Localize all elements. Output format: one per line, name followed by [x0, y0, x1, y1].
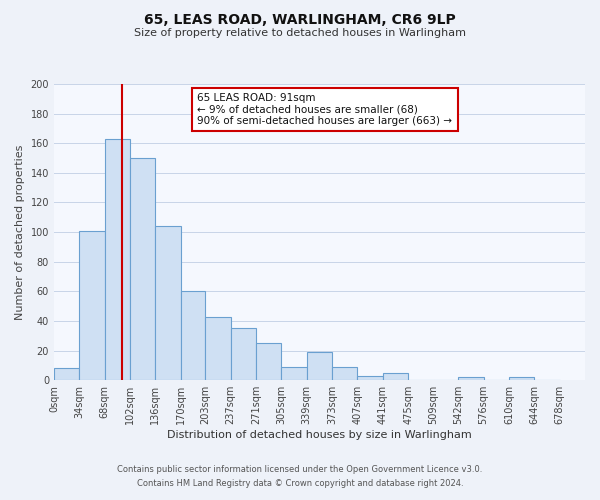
Bar	[155, 226, 181, 380]
Text: Contains public sector information licensed under the Open Government Licence v3: Contains public sector information licen…	[118, 465, 482, 474]
Bar	[181, 292, 205, 380]
Bar	[230, 328, 256, 380]
Text: Contains HM Land Registry data © Crown copyright and database right 2024.: Contains HM Land Registry data © Crown c…	[137, 478, 463, 488]
Bar	[79, 230, 104, 380]
Text: 65, LEAS ROAD, WARLINGHAM, CR6 9LP: 65, LEAS ROAD, WARLINGHAM, CR6 9LP	[144, 12, 456, 26]
Y-axis label: Number of detached properties: Number of detached properties	[15, 144, 25, 320]
Bar	[130, 158, 155, 380]
Bar	[358, 376, 383, 380]
Bar	[307, 352, 332, 380]
Bar	[104, 139, 130, 380]
Text: 65 LEAS ROAD: 91sqm
← 9% of detached houses are smaller (68)
90% of semi-detache: 65 LEAS ROAD: 91sqm ← 9% of detached hou…	[197, 93, 452, 126]
Bar	[281, 367, 307, 380]
Text: Size of property relative to detached houses in Warlingham: Size of property relative to detached ho…	[134, 28, 466, 38]
Bar	[383, 373, 408, 380]
Bar	[509, 377, 534, 380]
X-axis label: Distribution of detached houses by size in Warlingham: Distribution of detached houses by size …	[167, 430, 472, 440]
Bar	[205, 316, 230, 380]
Bar	[332, 367, 358, 380]
Bar	[54, 368, 79, 380]
Bar	[458, 377, 484, 380]
Bar	[256, 343, 281, 380]
